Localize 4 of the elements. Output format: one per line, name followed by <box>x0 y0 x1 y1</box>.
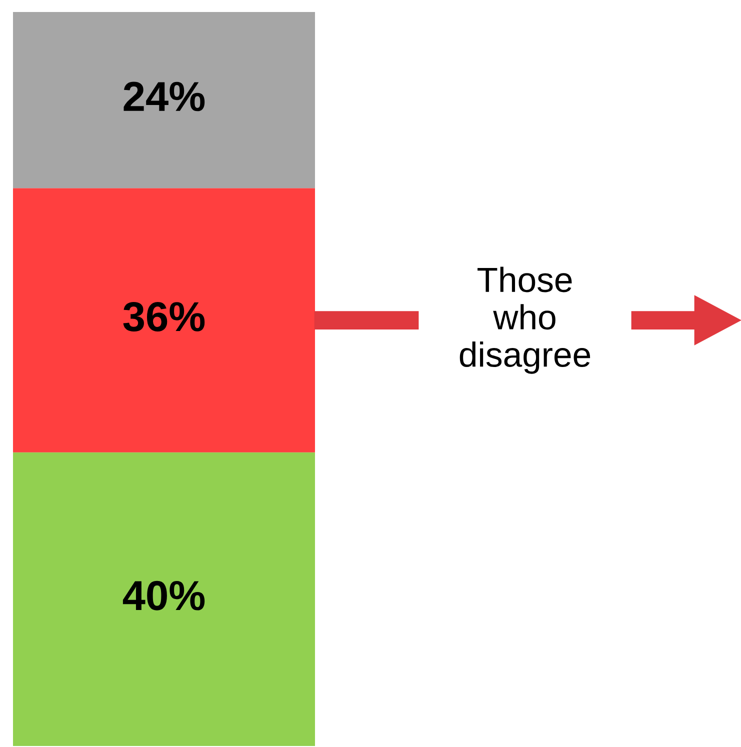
text: Those who disagree <box>460 266 590 374</box>
data-label: 36% <box>123 302 205 332</box>
data-label: 24% <box>124 82 205 112</box>
data-label: 40% <box>122 580 205 610</box>
